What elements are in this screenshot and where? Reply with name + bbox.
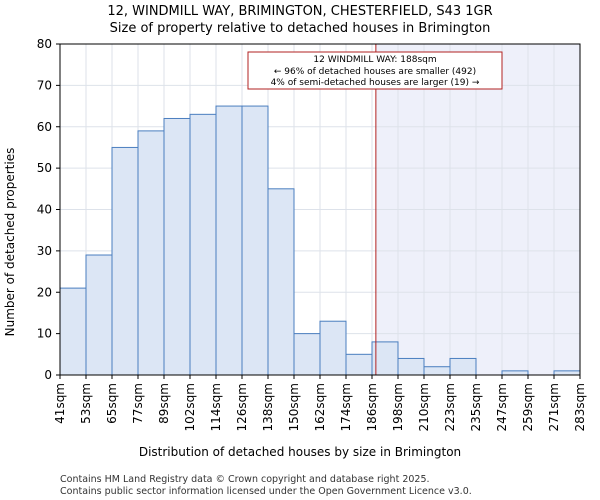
x-tick-label: 198sqm xyxy=(391,383,405,431)
bar-174sqm xyxy=(345,353,373,376)
bar-162sqm xyxy=(319,320,347,376)
y-tick-label: 70 xyxy=(37,78,52,92)
x-tick-label: 150sqm xyxy=(287,383,301,431)
x-ticks: 41sqm 53sqm 65sqm 77sqm 89sqm 102sqm 114sqm 126… xyxy=(53,375,587,431)
chart-subtitle: Size of property relative to detached ho… xyxy=(110,21,491,36)
bar-89sqm xyxy=(163,117,191,376)
bar-53sqm xyxy=(85,254,113,376)
chart-title: 12, WINDMILL WAY, BRIMINGTON, CHESTERFIE… xyxy=(107,4,492,19)
bar-126sqm xyxy=(241,105,269,376)
x-tick-label: 271sqm xyxy=(547,383,561,431)
x-tick-label: 235sqm xyxy=(469,383,483,431)
annotation-line-3: 4% of semi-detached houses are larger (1… xyxy=(271,78,480,88)
bar-65sqm xyxy=(111,146,139,376)
y-tick-label: 0 xyxy=(44,368,52,382)
y-tick-label: 30 xyxy=(37,244,52,258)
y-tick-label: 40 xyxy=(37,203,52,217)
x-tick-label: 65sqm xyxy=(105,383,119,424)
x-tick-label: 259sqm xyxy=(521,383,535,431)
bar-271sqm xyxy=(553,370,581,376)
plot-frame xyxy=(59,43,581,376)
bar-114sqm xyxy=(215,105,243,376)
annotation-line-1: 12 WINDMILL WAY: 188sqm xyxy=(313,55,436,65)
x-tick-label: 283sqm xyxy=(573,383,587,431)
footer-line-1: Contains HM Land Registry data © Crown c… xyxy=(60,474,430,485)
bar-223sqm xyxy=(449,357,477,376)
x-tick-label: 126sqm xyxy=(235,383,249,431)
bar-210sqm xyxy=(423,366,451,376)
footer-line-2: Contains public sector information licen… xyxy=(60,486,472,497)
annotation-box xyxy=(247,51,503,90)
y-tick-label: 20 xyxy=(37,285,52,299)
bar-150sqm xyxy=(293,333,321,376)
bar-41sqm xyxy=(59,287,87,376)
x-tick-label: 77sqm xyxy=(131,383,145,424)
bar-198sqm xyxy=(397,357,425,376)
x-tick-label: 210sqm xyxy=(417,383,431,431)
x-tick-label: 102sqm xyxy=(183,383,197,431)
bar-77sqm xyxy=(137,130,165,376)
y-tick-label: 80 xyxy=(37,37,52,51)
x-tick-label: 223sqm xyxy=(443,383,457,431)
y-tick-label: 10 xyxy=(37,327,52,341)
y-ticks: 0 10 20 30 40 50 60 70 80 xyxy=(37,37,60,382)
x-tick-label: 53sqm xyxy=(79,383,93,424)
bar-138sqm xyxy=(267,188,295,376)
bars-layer xyxy=(59,105,581,376)
x-tick-label: 186sqm xyxy=(365,383,379,431)
bar-102sqm xyxy=(189,113,217,376)
x-tick-label: 114sqm xyxy=(209,383,223,431)
x-axis-label: Distribution of detached houses by size … xyxy=(139,445,461,459)
y-tick-label: 50 xyxy=(37,161,52,175)
x-tick-label: 174sqm xyxy=(339,383,353,431)
x-tick-label: 247sqm xyxy=(495,383,509,431)
x-tick-label: 162sqm xyxy=(313,383,327,431)
bar-247sqm xyxy=(501,370,529,376)
x-tick-label: 41sqm xyxy=(53,383,67,424)
annotation-line-2: ← 96% of detached houses are smaller (49… xyxy=(274,67,476,77)
y-axis-label: Number of detached properties xyxy=(3,148,17,337)
x-tick-label: 89sqm xyxy=(157,383,171,424)
y-tick-label: 60 xyxy=(37,120,52,134)
x-tick-label: 138sqm xyxy=(261,383,275,431)
